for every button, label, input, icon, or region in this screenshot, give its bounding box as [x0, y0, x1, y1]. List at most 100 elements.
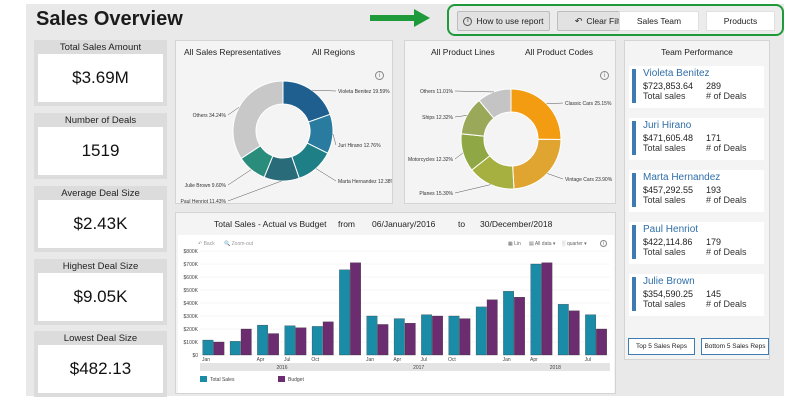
- bar-actual[interactable]: [448, 315, 460, 356]
- rep-card[interactable]: Juri Hirano $471,605.48 171 Total sales …: [629, 118, 764, 160]
- donut-slice[interactable]: [512, 138, 562, 190]
- rep-card[interactable]: Marta Hernandez $457,292.55 193 Total sa…: [629, 170, 764, 212]
- rep-deals-label: # of Deals: [706, 247, 747, 257]
- undo-icon: ↶: [574, 15, 583, 26]
- x-tick-label: Jul: [585, 357, 591, 363]
- label-leader: [547, 173, 564, 180]
- bar-budget[interactable]: [268, 333, 279, 356]
- donut-slice[interactable]: [232, 80, 284, 160]
- reps-filter-dropdown[interactable]: All Sales Representatives: [184, 47, 281, 57]
- bar-budget[interactable]: [377, 324, 389, 356]
- rep-sales-label: Total sales: [643, 247, 686, 257]
- bar-budget[interactable]: [432, 315, 443, 356]
- bar-actual[interactable]: [284, 325, 296, 356]
- x-tick-label: Jul: [284, 357, 290, 363]
- top-5-reps-button[interactable]: Top 5 Sales Reps: [628, 338, 695, 355]
- y-tick-label: $700K: [184, 262, 199, 268]
- bar-actual[interactable]: [366, 315, 378, 356]
- bar-actual[interactable]: [257, 324, 268, 356]
- rep-name: Marta Hernandez: [643, 172, 721, 183]
- label-leader: [332, 133, 337, 146]
- from-date-picker[interactable]: 06/January/2016: [372, 219, 436, 229]
- filter-bar: i How to use report ↶ Clear Filters Sale…: [447, 4, 784, 36]
- legend-label[interactable]: Total Sales: [210, 377, 235, 383]
- slice-label: Motorcycles 12.32%: [408, 157, 454, 163]
- label-leader: [227, 169, 252, 186]
- bar-actual[interactable]: [421, 314, 432, 356]
- rep-card[interactable]: Julie Brown $354,590.25 145 Total sales …: [629, 274, 764, 316]
- product-lines-filter-dropdown[interactable]: All Product Lines: [431, 47, 495, 57]
- bar-actual[interactable]: [475, 306, 487, 356]
- to-date-picker[interactable]: 30/December/2018: [480, 219, 553, 229]
- bar-budget[interactable]: [404, 323, 416, 356]
- donut-slice[interactable]: [478, 88, 512, 119]
- rep-card[interactable]: Violeta Benitez $723,853.64 289 Total sa…: [629, 66, 764, 108]
- zoom-out-label: Zoom-out: [231, 241, 254, 247]
- legend-swatch: [200, 376, 207, 382]
- quarter-dropdown[interactable]: ░ quarter ▾: [562, 241, 587, 247]
- kpi-label: Number of Deals: [64, 115, 137, 126]
- label-leader: [227, 107, 240, 116]
- label-leader: [454, 152, 464, 160]
- sales-vs-budget-panel: Total Sales - Actual vs Budget from 06/J…: [175, 212, 616, 394]
- bar-budget[interactable]: [350, 262, 361, 356]
- rep-sales: $422,114.86: [643, 237, 693, 247]
- bar-actual[interactable]: [530, 263, 542, 356]
- zoom-out-button[interactable]: 🔍 Zoom-out: [224, 241, 254, 247]
- rep-card[interactable]: Paul Henriot $422,114.86 179 Total sales…: [629, 222, 764, 264]
- regions-filter-dropdown[interactable]: All Regions: [312, 47, 355, 57]
- lin-toggle[interactable]: ▦ Lin: [508, 241, 521, 247]
- sales-team-button[interactable]: Sales Team: [619, 11, 699, 31]
- product-codes-filter-dropdown[interactable]: All Product Codes: [525, 47, 594, 57]
- kpi-card-number-of-deals: Number of Deals 1519: [34, 113, 167, 179]
- all-data-dropdown[interactable]: ▤ All data ▾: [529, 241, 556, 247]
- bar-budget[interactable]: [213, 341, 225, 356]
- rep-accent-bar: [632, 121, 636, 155]
- info-icon[interactable]: i: [600, 71, 609, 80]
- rep-name: Violeta Benitez: [643, 68, 710, 79]
- bar-budget[interactable]: [295, 327, 307, 356]
- back-button[interactable]: ↶ Back: [198, 241, 215, 247]
- x-tick-label: Oct: [311, 357, 319, 363]
- products-button[interactable]: Products: [706, 11, 775, 31]
- legend-label[interactable]: Budget: [288, 377, 304, 383]
- slice-label: Vintage Cars 23.90%: [565, 177, 613, 183]
- slice-label: Juri Hirano 12.76%: [338, 143, 381, 149]
- donut-slice[interactable]: [282, 80, 331, 123]
- bar-budget[interactable]: [322, 321, 334, 356]
- y-tick-label: $800K: [184, 249, 199, 255]
- rep-deals: 289: [706, 81, 722, 91]
- bar-budget[interactable]: [541, 262, 553, 356]
- bar-budget[interactable]: [240, 328, 252, 356]
- info-icon[interactable]: i: [375, 71, 384, 80]
- rep-name: Juri Hirano: [643, 120, 692, 131]
- rep-deals: 193: [706, 185, 722, 195]
- bar-budget[interactable]: [459, 318, 471, 356]
- y-tick-label: $200K: [184, 327, 199, 333]
- info-icon[interactable]: i: [600, 240, 607, 247]
- bar-actual[interactable]: [503, 291, 514, 356]
- bar-actual[interactable]: [557, 304, 569, 356]
- donut-slice[interactable]: [510, 88, 562, 140]
- label-leader: [227, 180, 282, 202]
- bar-budget[interactable]: [486, 299, 498, 356]
- rep-accent-bar: [632, 225, 636, 259]
- bar-actual[interactable]: [202, 339, 214, 356]
- bar-budget[interactable]: [568, 310, 580, 356]
- bar-actual[interactable]: [393, 318, 405, 356]
- bar-actual[interactable]: [585, 314, 596, 356]
- bottom-5-reps-button[interactable]: Bottom 5 Sales Reps: [701, 338, 769, 355]
- y-tick-label: $0: [192, 353, 198, 359]
- rep-sales: $471,605.48: [643, 133, 694, 143]
- bar-budget[interactable]: [596, 328, 607, 356]
- bar-actual[interactable]: [229, 341, 241, 356]
- bar-actual[interactable]: [311, 326, 323, 356]
- label-leader: [454, 90, 495, 93]
- rep-name: Julie Brown: [643, 276, 695, 287]
- rep-deals-label: # of Deals: [706, 299, 747, 309]
- rep-deals: 145: [706, 289, 722, 299]
- how-to-button[interactable]: i How to use report: [457, 11, 550, 31]
- bar-actual[interactable]: [339, 269, 350, 356]
- bar-budget[interactable]: [514, 297, 525, 356]
- kpi-value: $482.13: [38, 345, 163, 393]
